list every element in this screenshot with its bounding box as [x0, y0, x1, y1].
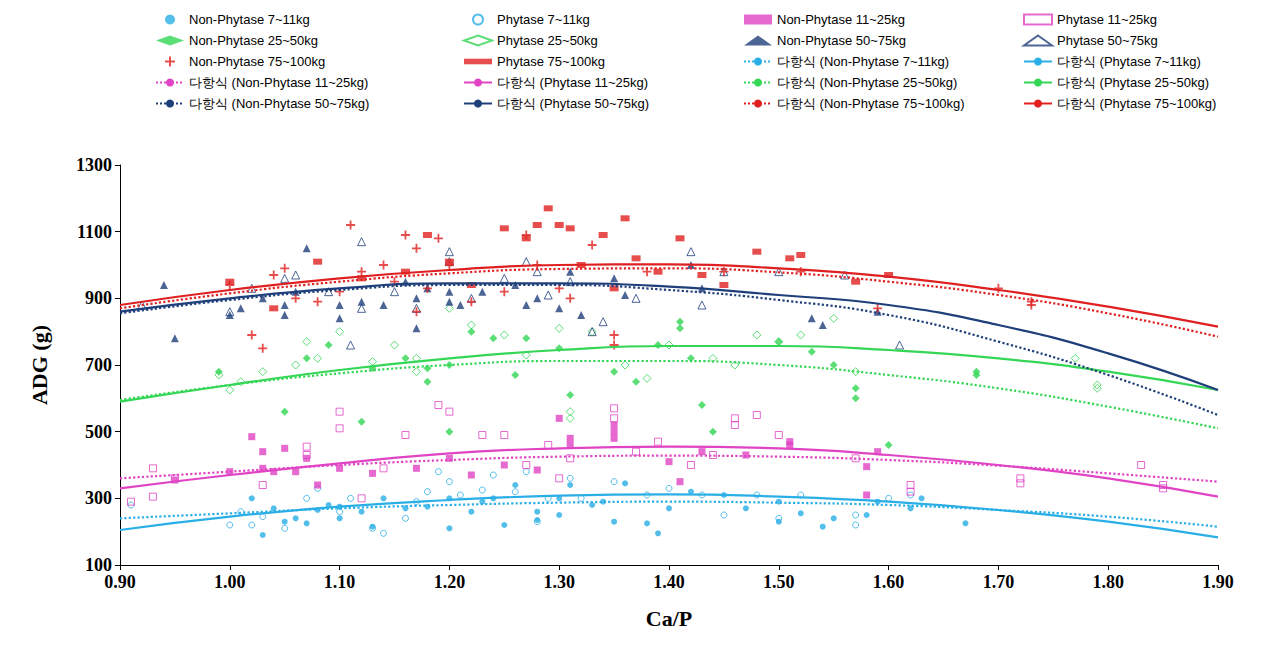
svg-text:다항식 (Non-Phytase 50~75kg): 다항식 (Non-Phytase 50~75kg)	[189, 96, 369, 111]
svg-text:1.70: 1.70	[983, 572, 1015, 592]
svg-text:700: 700	[85, 355, 112, 375]
svg-text:Non-Phytase 25~50kg: Non-Phytase 25~50kg	[189, 33, 318, 48]
svg-text:1.80: 1.80	[1092, 572, 1124, 592]
svg-text:다항식 (Non-Phytase 25~50kg): 다항식 (Non-Phytase 25~50kg)	[777, 75, 957, 90]
svg-text:Phytase 11~25kg: Phytase 11~25kg	[1057, 12, 1157, 27]
svg-text:Non-Phytase 7~11kg: Non-Phytase 7~11kg	[189, 12, 310, 27]
svg-text:다항식 (Phytase 50~75kg): 다항식 (Phytase 50~75kg)	[497, 96, 649, 111]
svg-text:다항식 (Phytase 75~100kg): 다항식 (Phytase 75~100kg)	[1057, 96, 1216, 111]
svg-text:0.90: 0.90	[104, 572, 136, 592]
svg-text:300: 300	[85, 488, 112, 508]
svg-text:1.30: 1.30	[543, 572, 575, 592]
svg-text:1100: 1100	[77, 222, 112, 242]
svg-text:Phytase 75~100kg: Phytase 75~100kg	[497, 54, 605, 69]
svg-text:Ca/P: Ca/P	[646, 606, 692, 631]
svg-text:100: 100	[85, 555, 112, 575]
svg-text:1.40: 1.40	[653, 572, 685, 592]
svg-text:1.60: 1.60	[873, 572, 905, 592]
svg-text:다항식 (Non-Phytase 7~11kg): 다항식 (Non-Phytase 7~11kg)	[777, 54, 949, 69]
svg-text:1300: 1300	[76, 155, 112, 175]
svg-text:다항식 (Non-Phytase 75~100kg): 다항식 (Non-Phytase 75~100kg)	[777, 96, 965, 111]
svg-text:1.10: 1.10	[324, 572, 356, 592]
svg-text:1.50: 1.50	[763, 572, 795, 592]
svg-text:1.00: 1.00	[214, 572, 246, 592]
svg-text:Phytase 50~75kg: Phytase 50~75kg	[1057, 33, 1158, 48]
svg-text:500: 500	[85, 422, 112, 442]
svg-text:다항식 (Non-Phytase 11~25kg): 다항식 (Non-Phytase 11~25kg)	[189, 75, 368, 90]
svg-text:Non-Phytase 11~25kg: Non-Phytase 11~25kg	[777, 12, 905, 27]
svg-text:Non-Phytase 75~100kg: Non-Phytase 75~100kg	[189, 54, 325, 69]
svg-text:다항식 (Phytase 7~11kg): 다항식 (Phytase 7~11kg)	[1057, 54, 1201, 69]
svg-text:1.20: 1.20	[434, 572, 466, 592]
svg-text:다항식 (Phytase 11~25kg): 다항식 (Phytase 11~25kg)	[497, 75, 648, 90]
svg-text:1.90: 1.90	[1202, 572, 1234, 592]
svg-text:Non-Phytase 50~75kg: Non-Phytase 50~75kg	[777, 33, 906, 48]
svg-text:900: 900	[85, 288, 112, 308]
svg-text:Phytase 25~50kg: Phytase 25~50kg	[497, 33, 598, 48]
svg-text:다항식 (Phytase 25~50kg): 다항식 (Phytase 25~50kg)	[1057, 75, 1209, 90]
svg-text:Phytase 7~11kg: Phytase 7~11kg	[497, 12, 590, 27]
svg-text:ADG (g): ADG (g)	[27, 325, 52, 405]
